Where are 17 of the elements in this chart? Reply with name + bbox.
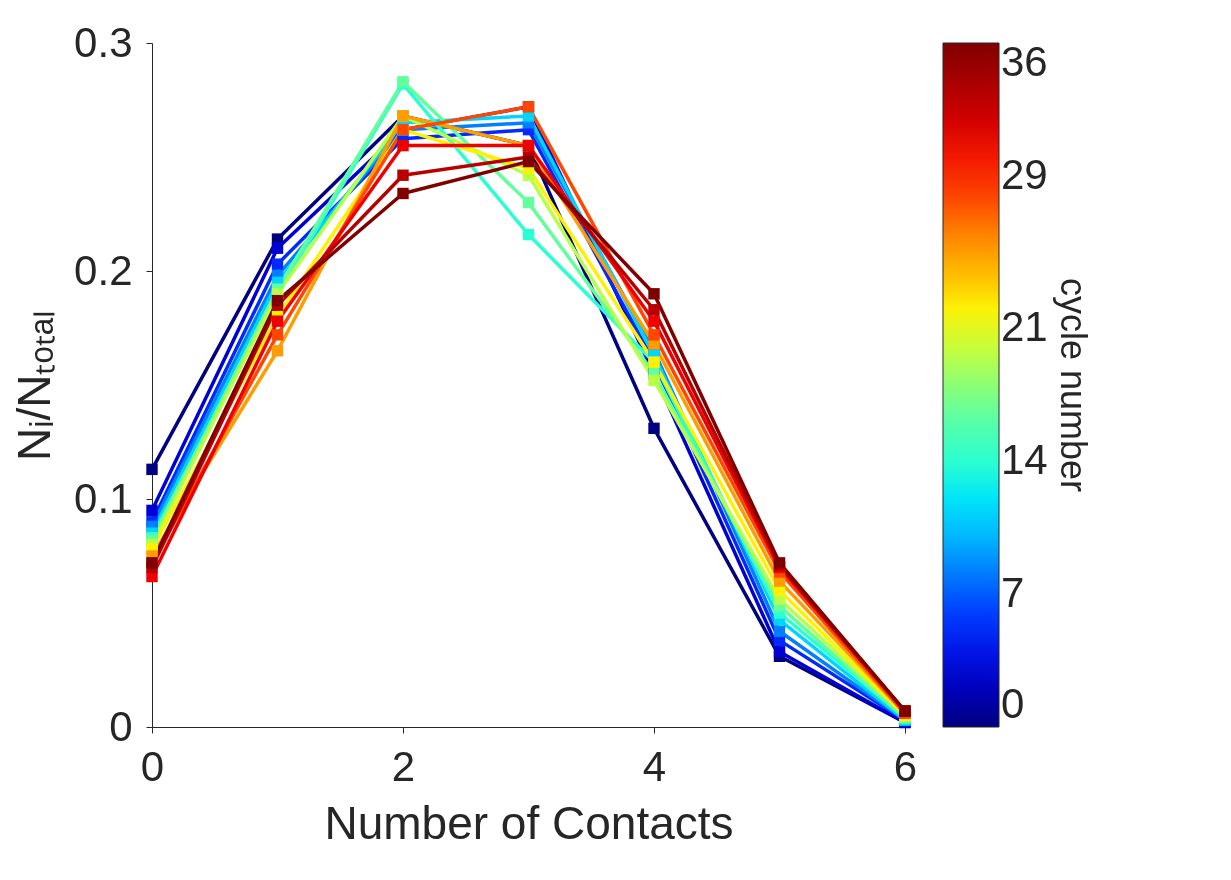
x-tick-label: 0	[140, 742, 165, 790]
x-tick-label: 2	[391, 742, 416, 790]
color-bar-label: 21	[1001, 303, 1048, 350]
y-tick-label: 0	[109, 702, 133, 750]
x-tick-label: 6	[893, 742, 918, 790]
color-bar-label: 14	[1001, 436, 1048, 483]
color-bar-label: 36	[1001, 38, 1048, 85]
color-bar-label: 0	[1001, 680, 1025, 727]
x-tick-label: 4	[642, 742, 667, 790]
color-bar-title: cycle number	[1053, 277, 1094, 493]
x-axis-title: Number of Contacts	[324, 796, 734, 849]
y-axis-title: Nᵢ/Nₜₒₜₐₗ	[8, 310, 61, 461]
y-tick-label: 0.3	[74, 18, 133, 66]
color-bar-label: 7	[1001, 569, 1025, 616]
y-tick-label: 0.2	[74, 246, 133, 294]
y-tick-label: 0.1	[74, 474, 133, 522]
color-bar-label: 29	[1001, 151, 1048, 198]
